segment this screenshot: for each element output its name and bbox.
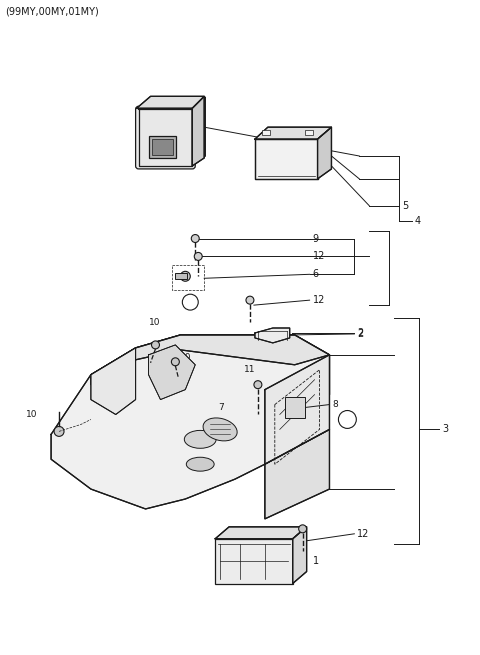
Bar [285,396,305,419]
Polygon shape [265,430,329,519]
Circle shape [192,234,199,242]
Text: 12: 12 [357,529,370,539]
Polygon shape [192,96,204,166]
Ellipse shape [186,457,214,471]
Polygon shape [139,98,205,109]
Circle shape [152,341,159,349]
Text: (99MY,00MY,01MY): (99MY,00MY,01MY) [5,7,99,17]
Polygon shape [137,96,204,108]
Ellipse shape [203,418,237,441]
Bar [262,130,270,135]
Polygon shape [139,109,192,166]
Polygon shape [148,345,195,400]
Polygon shape [255,127,332,139]
Circle shape [338,411,356,428]
Bar [152,139,173,155]
Polygon shape [293,527,307,584]
Circle shape [246,296,254,304]
Circle shape [254,381,262,388]
Text: 7: 7 [218,403,224,412]
Polygon shape [265,355,329,464]
Circle shape [54,426,64,436]
Ellipse shape [184,430,216,448]
Polygon shape [318,127,332,179]
Text: 11: 11 [244,365,255,374]
Circle shape [194,252,202,261]
Text: 5: 5 [402,200,408,211]
Text: 10: 10 [148,318,160,327]
FancyBboxPatch shape [136,106,195,169]
Polygon shape [255,139,318,179]
Polygon shape [192,98,205,166]
Polygon shape [215,527,307,539]
Text: 4: 4 [415,215,421,225]
Text: 12: 12 [312,252,325,261]
Text: 6: 6 [312,269,319,279]
Polygon shape [51,335,329,509]
Text: 3: 3 [442,424,448,434]
Text: 8: 8 [333,400,338,409]
Polygon shape [255,328,290,343]
Circle shape [299,525,307,533]
Text: 9: 9 [312,234,319,244]
Text: a: a [345,415,350,424]
Circle shape [182,294,198,310]
Text: 1: 1 [312,555,319,566]
Text: a: a [188,297,192,307]
Polygon shape [91,335,329,384]
Text: 2: 2 [357,328,363,338]
Bar [215,539,293,584]
Text: 2: 2 [357,329,363,339]
Bar [175,273,187,279]
Text: 12: 12 [312,295,325,305]
Polygon shape [91,348,136,415]
Text: 10: 10 [180,353,192,362]
Bar [148,136,176,158]
Circle shape [180,271,190,281]
Circle shape [171,358,180,365]
Bar [305,130,312,135]
Text: 10: 10 [26,410,38,419]
